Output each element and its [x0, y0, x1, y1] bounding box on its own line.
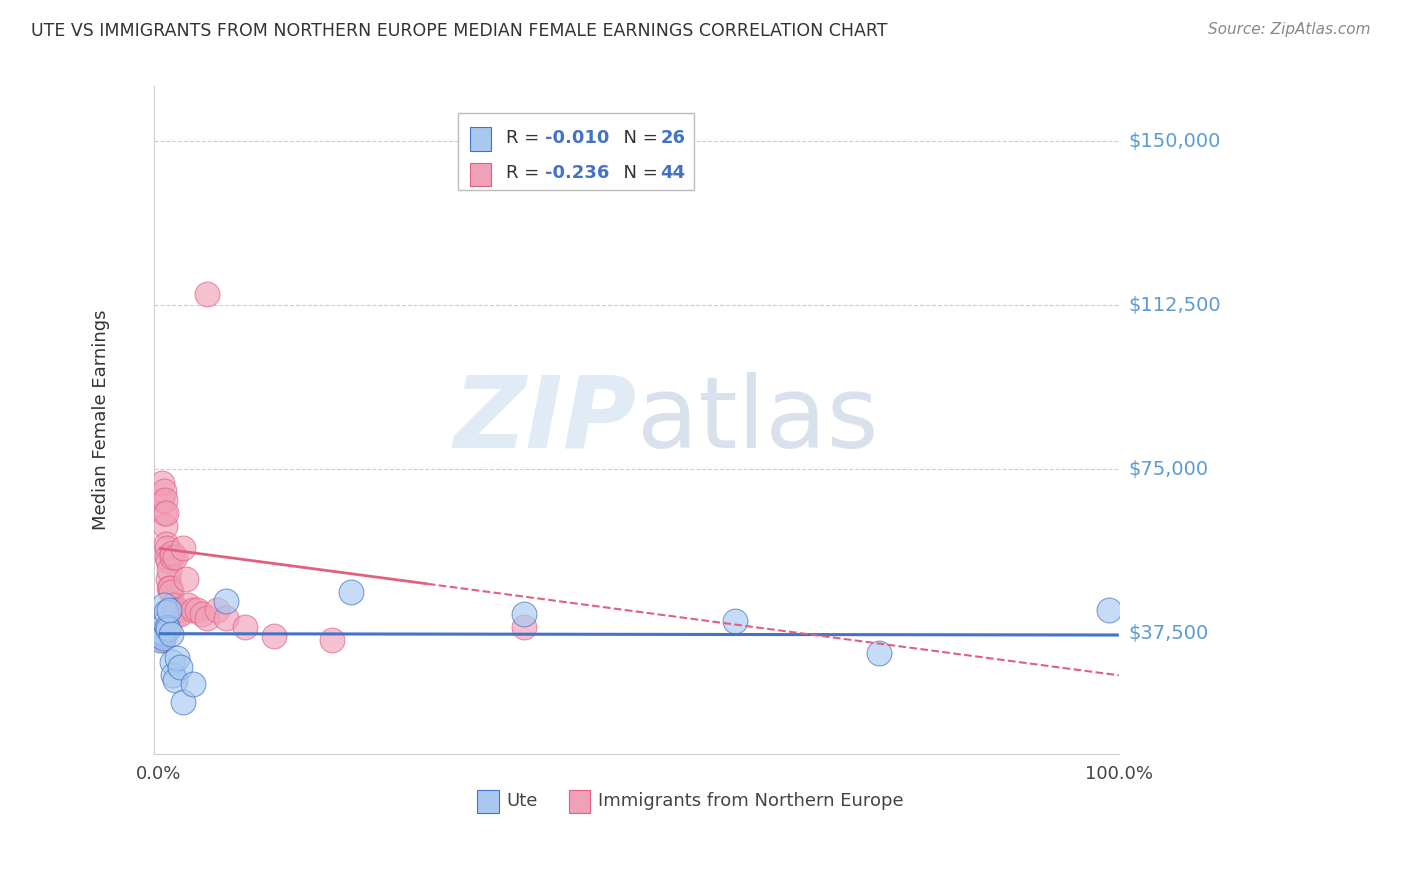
- Point: [157, 602, 180, 616]
- Point: [159, 581, 181, 595]
- Point: [153, 484, 176, 499]
- Point: [181, 602, 204, 616]
- Point: [186, 602, 208, 616]
- Point: [169, 607, 191, 621]
- Point: [165, 602, 187, 616]
- Point: [155, 506, 177, 520]
- Text: $75,000: $75,000: [1129, 460, 1209, 479]
- Text: atlas: atlas: [637, 372, 879, 468]
- Text: N =: N =: [613, 128, 664, 146]
- Point: [155, 605, 177, 619]
- Point: [724, 614, 747, 628]
- Text: $150,000: $150,000: [1129, 132, 1220, 151]
- Point: [152, 624, 174, 639]
- FancyBboxPatch shape: [470, 128, 491, 151]
- Point: [156, 554, 179, 568]
- Text: -0.010: -0.010: [546, 128, 609, 146]
- Point: [166, 650, 188, 665]
- Point: [156, 623, 179, 637]
- Text: Ute: Ute: [506, 792, 537, 810]
- Point: [321, 633, 343, 648]
- Text: Source: ZipAtlas.com: Source: ZipAtlas.com: [1208, 22, 1371, 37]
- Point: [159, 626, 181, 640]
- Point: [160, 550, 183, 565]
- Point: [150, 624, 173, 639]
- Point: [181, 677, 204, 691]
- Text: R =: R =: [506, 128, 546, 146]
- Point: [191, 607, 214, 621]
- Point: [160, 655, 183, 669]
- Point: [153, 615, 176, 630]
- Point: [513, 607, 536, 621]
- Point: [159, 585, 181, 599]
- Point: [156, 620, 179, 634]
- Point: [162, 599, 184, 613]
- Text: $112,500: $112,500: [1129, 296, 1220, 315]
- Point: [155, 537, 177, 551]
- Point: [165, 673, 187, 687]
- Text: -0.236: -0.236: [546, 164, 609, 182]
- Point: [169, 659, 191, 673]
- Point: [150, 493, 173, 508]
- FancyBboxPatch shape: [569, 789, 591, 813]
- Text: UTE VS IMMIGRANTS FROM NORTHERN EUROPE MEDIAN FEMALE EARNINGS CORRELATION CHART: UTE VS IMMIGRANTS FROM NORTHERN EUROPE M…: [31, 22, 887, 40]
- Point: [157, 581, 180, 595]
- Point: [156, 541, 179, 556]
- Point: [174, 572, 197, 586]
- Point: [165, 550, 187, 565]
- FancyBboxPatch shape: [458, 113, 695, 190]
- Point: [152, 631, 174, 645]
- Point: [162, 546, 184, 560]
- Point: [195, 287, 218, 301]
- Point: [150, 626, 173, 640]
- Point: [153, 599, 176, 613]
- Point: [177, 599, 200, 613]
- Text: 44: 44: [661, 164, 686, 182]
- Point: [149, 629, 172, 643]
- FancyBboxPatch shape: [470, 163, 491, 186]
- Point: [149, 629, 172, 643]
- Point: [195, 611, 218, 625]
- Point: [152, 633, 174, 648]
- Point: [153, 519, 176, 533]
- Point: [150, 475, 173, 490]
- Text: Median Female Earnings: Median Female Earnings: [93, 310, 110, 531]
- Point: [263, 629, 285, 643]
- Text: $37,500: $37,500: [1129, 624, 1209, 643]
- Point: [157, 563, 180, 577]
- FancyBboxPatch shape: [478, 789, 499, 813]
- Point: [162, 668, 184, 682]
- Point: [172, 541, 194, 556]
- Point: [205, 602, 228, 616]
- Text: R =: R =: [506, 164, 546, 182]
- Point: [215, 611, 238, 625]
- Point: [156, 572, 179, 586]
- Point: [167, 602, 190, 616]
- Point: [149, 626, 172, 640]
- Point: [156, 550, 179, 565]
- Point: [149, 631, 172, 645]
- Point: [172, 695, 194, 709]
- Point: [1098, 602, 1121, 616]
- Text: ZIP: ZIP: [454, 372, 637, 468]
- Point: [153, 493, 176, 508]
- Point: [340, 585, 363, 599]
- Point: [215, 594, 238, 608]
- Text: Immigrants from Northern Europe: Immigrants from Northern Europe: [598, 792, 904, 810]
- Point: [149, 633, 172, 648]
- Text: 26: 26: [661, 128, 686, 146]
- Text: N =: N =: [613, 164, 664, 182]
- Point: [153, 506, 176, 520]
- Point: [513, 620, 536, 634]
- Point: [163, 602, 186, 616]
- Point: [149, 626, 172, 640]
- Point: [166, 607, 188, 621]
- Point: [235, 620, 257, 634]
- Point: [868, 647, 890, 661]
